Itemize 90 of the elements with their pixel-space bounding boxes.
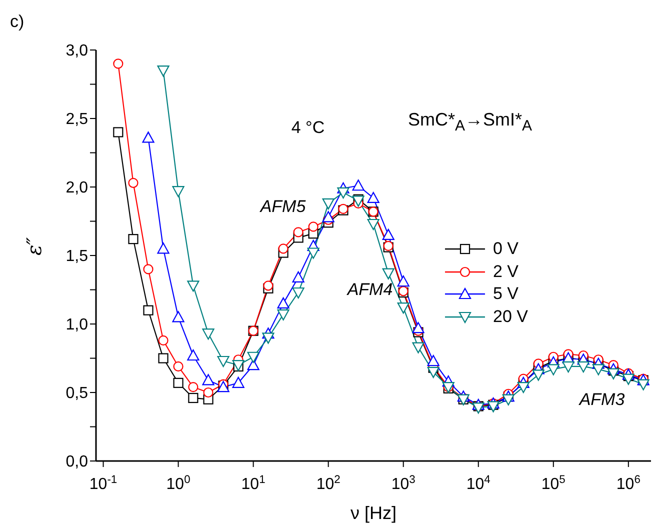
x-tick-label: 10$^{5}$	[541, 474, 566, 493]
x-tick-label: 10$^{1}$	[241, 474, 266, 493]
point	[232, 376, 244, 388]
point	[427, 366, 440, 378]
point	[382, 268, 394, 280]
annotation: 4 °C	[291, 118, 325, 138]
x-axis-title: ν [Hz]	[350, 503, 397, 523]
point	[427, 354, 440, 366]
point	[547, 364, 560, 376]
annotation: AFM3	[579, 390, 625, 410]
point	[412, 322, 424, 334]
point	[247, 352, 260, 363]
point	[517, 382, 530, 394]
point	[292, 271, 304, 282]
point	[203, 387, 214, 398]
point	[113, 127, 124, 138]
point	[382, 228, 394, 240]
text: c)	[10, 12, 24, 32]
x-tick-label: 10$^{0}$	[166, 474, 190, 493]
annotation: AFM4	[347, 280, 393, 300]
point	[172, 186, 184, 198]
point	[487, 401, 500, 412]
point	[188, 392, 198, 404]
legend-label: 0 V	[493, 239, 519, 260]
point	[397, 275, 410, 287]
point	[637, 379, 650, 390]
point	[262, 332, 274, 344]
point	[173, 378, 184, 388]
point	[157, 66, 170, 77]
y-tick-label: 0,5	[66, 385, 88, 402]
point	[397, 302, 410, 314]
point	[322, 211, 334, 222]
x-tick-label: 10$^{-1}$	[89, 474, 118, 493]
point	[247, 359, 260, 370]
point	[322, 198, 334, 210]
point	[188, 382, 198, 392]
legend-label: 5 V	[493, 284, 519, 304]
point	[293, 227, 304, 238]
annotation: SmC*$_{A}$→SmI*$_{A}$	[408, 110, 532, 134]
point	[277, 309, 290, 320]
point	[157, 242, 170, 254]
point	[158, 335, 168, 346]
point	[173, 361, 184, 372]
point	[277, 297, 290, 308]
point	[532, 370, 544, 381]
point	[307, 248, 320, 259]
point	[172, 311, 184, 322]
point	[607, 368, 620, 380]
point	[278, 244, 288, 254]
point	[622, 374, 634, 385]
point	[142, 132, 154, 143]
point	[158, 353, 168, 364]
point	[308, 222, 318, 232]
point	[202, 328, 214, 340]
point	[472, 402, 484, 414]
point	[128, 178, 138, 188]
point	[337, 187, 350, 199]
x-tick-label: 10$^{4}$	[466, 474, 490, 493]
point	[113, 58, 124, 69]
point	[562, 361, 574, 373]
legend-label: 2 V	[493, 262, 519, 282]
x-tick-label: 10$^{3}$	[391, 474, 416, 493]
annotation: AFM5	[260, 197, 306, 217]
point	[352, 196, 364, 207]
y-tick-label: 0,0	[66, 454, 88, 471]
y-tick-label: 1,0	[66, 316, 88, 334]
point	[263, 280, 274, 291]
point	[577, 361, 590, 373]
x-tick-label: 10$^{6}$	[616, 474, 640, 493]
y-tick-label: 3,0	[66, 42, 88, 60]
point	[502, 394, 514, 406]
x-tick-label: 10$^{2}$	[316, 474, 340, 493]
point	[412, 342, 424, 354]
point	[367, 192, 380, 204]
point	[292, 287, 304, 299]
y-tick-label: 2,0	[66, 180, 88, 197]
y-tick-label: 1,5	[66, 248, 88, 266]
point	[202, 374, 214, 386]
point	[143, 305, 154, 316]
point	[187, 349, 200, 361]
legend-label: 20 V	[493, 306, 528, 327]
point	[592, 364, 604, 376]
y-tick-label: 2,5	[66, 111, 88, 128]
point	[187, 280, 200, 292]
y-axis-title: ε″	[22, 236, 46, 256]
point	[367, 218, 380, 230]
point	[128, 234, 138, 244]
point	[143, 264, 154, 274]
point	[352, 180, 364, 191]
point	[217, 356, 230, 368]
